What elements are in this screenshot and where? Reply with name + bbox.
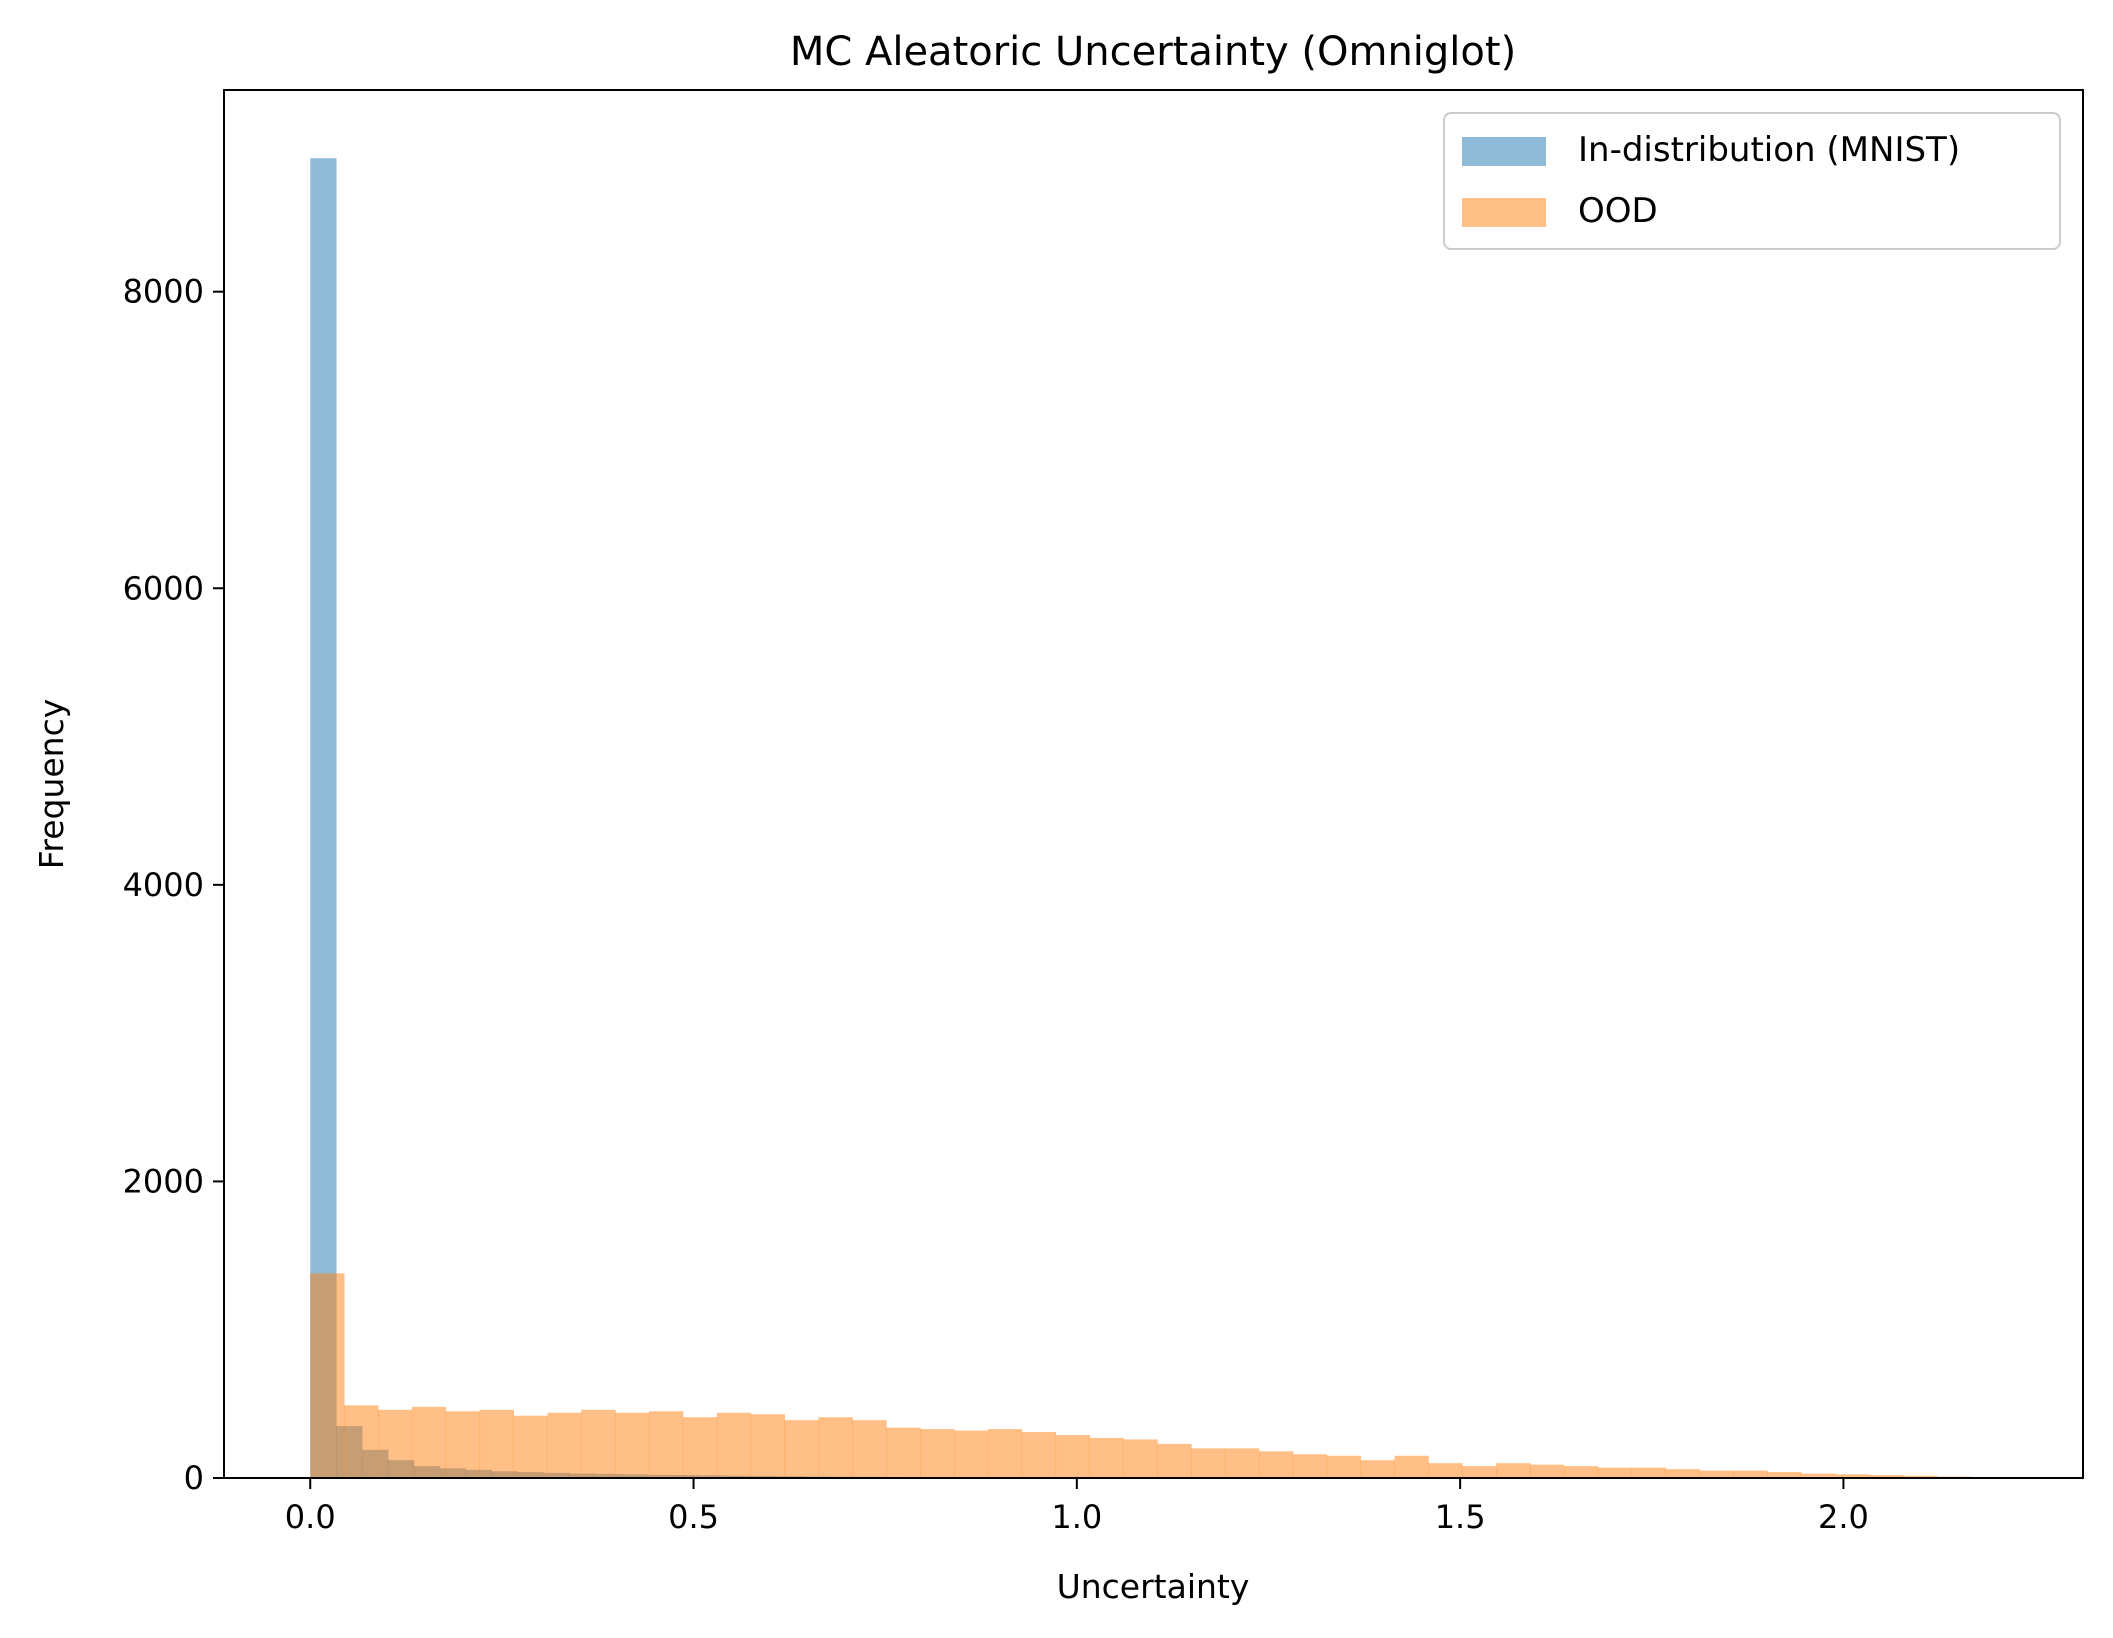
bar-ood-39 — [1631, 1467, 1666, 1478]
x-tick-label: 2.0 — [1818, 1498, 1869, 1536]
bar-ood-15 — [818, 1417, 853, 1478]
bar-ood-41 — [1699, 1470, 1734, 1478]
bar-ood-19 — [954, 1430, 989, 1478]
x-tick-label: 1.5 — [1435, 1498, 1486, 1536]
bar-ood-2 — [378, 1409, 413, 1478]
bar-ood-3 — [411, 1406, 447, 1478]
bars-layer — [310, 158, 2005, 1479]
bar-ood-28 — [1258, 1451, 1294, 1478]
bar-ood-6 — [513, 1415, 548, 1478]
bar-ood-31 — [1360, 1460, 1395, 1478]
bar-ood-43 — [1767, 1472, 1802, 1478]
bar-ood-38 — [1597, 1467, 1633, 1478]
bar-ood-18 — [920, 1429, 955, 1478]
bar-ood-11 — [682, 1417, 718, 1478]
bar-ood-27 — [1225, 1448, 1260, 1478]
bar-ood-22 — [1055, 1435, 1090, 1478]
bar-ood-9 — [615, 1412, 650, 1478]
y-axis-ticks: 0 2000 4000 6000 8000 — [123, 273, 224, 1497]
x-axis-label: Uncertainty — [1057, 1567, 1250, 1606]
bar-ood-5 — [479, 1409, 514, 1478]
chart-title: MC Aleatoric Uncertainty (Omniglot) — [790, 29, 1516, 75]
bar-ood-24 — [1123, 1439, 1158, 1478]
bar-ood-42 — [1733, 1470, 1768, 1478]
bar-ood-32 — [1394, 1455, 1429, 1478]
bar-ood-10 — [649, 1411, 684, 1478]
bar-ood-23 — [1089, 1437, 1124, 1478]
bar-ood-1 — [344, 1405, 379, 1478]
bar-ood-37 — [1563, 1466, 1599, 1478]
bar-ood-16 — [852, 1420, 887, 1478]
y-tick-label: 6000 — [123, 569, 204, 607]
x-tick-label: 0.0 — [285, 1498, 336, 1536]
bar-ood-0 — [310, 1273, 345, 1478]
bar-ood-8 — [581, 1409, 616, 1478]
legend: In-distribution (MNIST) OOD — [1443, 112, 2061, 250]
bar-ood-17 — [886, 1427, 921, 1478]
legend-label-ood: OOD — [1578, 191, 1658, 231]
bar-ood-36 — [1530, 1464, 1565, 1478]
bar-ood-13 — [750, 1414, 786, 1478]
bar-ood-47 — [1902, 1475, 1938, 1478]
y-tick-label: 8000 — [123, 273, 204, 311]
bar-ood-7 — [547, 1412, 582, 1478]
y-tick-label: 2000 — [123, 1162, 204, 1200]
x-axis-ticks: 0.0 0.5 1.0 1.5 2.0 — [285, 1478, 1869, 1536]
legend-swatch-in-distribution — [1462, 137, 1546, 166]
bar-ood-35 — [1496, 1463, 1531, 1478]
legend-swatch-ood — [1462, 198, 1546, 227]
bar-ood-34 — [1462, 1466, 1497, 1478]
x-tick-label: 0.5 — [668, 1498, 719, 1536]
bar-ood-44 — [1801, 1473, 1836, 1478]
bar-ood-40 — [1665, 1469, 1700, 1478]
bar-ood-30 — [1326, 1455, 1362, 1478]
legend-label-in-distribution: In-distribution (MNIST) — [1578, 130, 1960, 170]
legend-box — [1443, 112, 2061, 250]
y-axis-label: Frequency — [32, 699, 71, 869]
bar-ood-26 — [1191, 1448, 1226, 1478]
bar-ood-25 — [1157, 1443, 1192, 1478]
bar-ood-46 — [1868, 1475, 1904, 1478]
bar-ood-14 — [784, 1420, 819, 1478]
plot-frame — [223, 89, 2084, 1479]
bar-ood-20 — [987, 1429, 1023, 1478]
bar-in-distribution-0 — [310, 158, 337, 1479]
bar-ood-45 — [1835, 1474, 1870, 1478]
y-tick-label: 0 — [184, 1459, 204, 1497]
bar-ood-21 — [1021, 1432, 1057, 1478]
bar-ood-12 — [716, 1412, 752, 1478]
x-tick-label: 1.0 — [1051, 1498, 1102, 1536]
bar-ood-29 — [1292, 1454, 1328, 1478]
y-tick-label: 4000 — [123, 866, 204, 904]
bar-ood-4 — [445, 1411, 481, 1478]
bar-ood-33 — [1428, 1463, 1463, 1478]
